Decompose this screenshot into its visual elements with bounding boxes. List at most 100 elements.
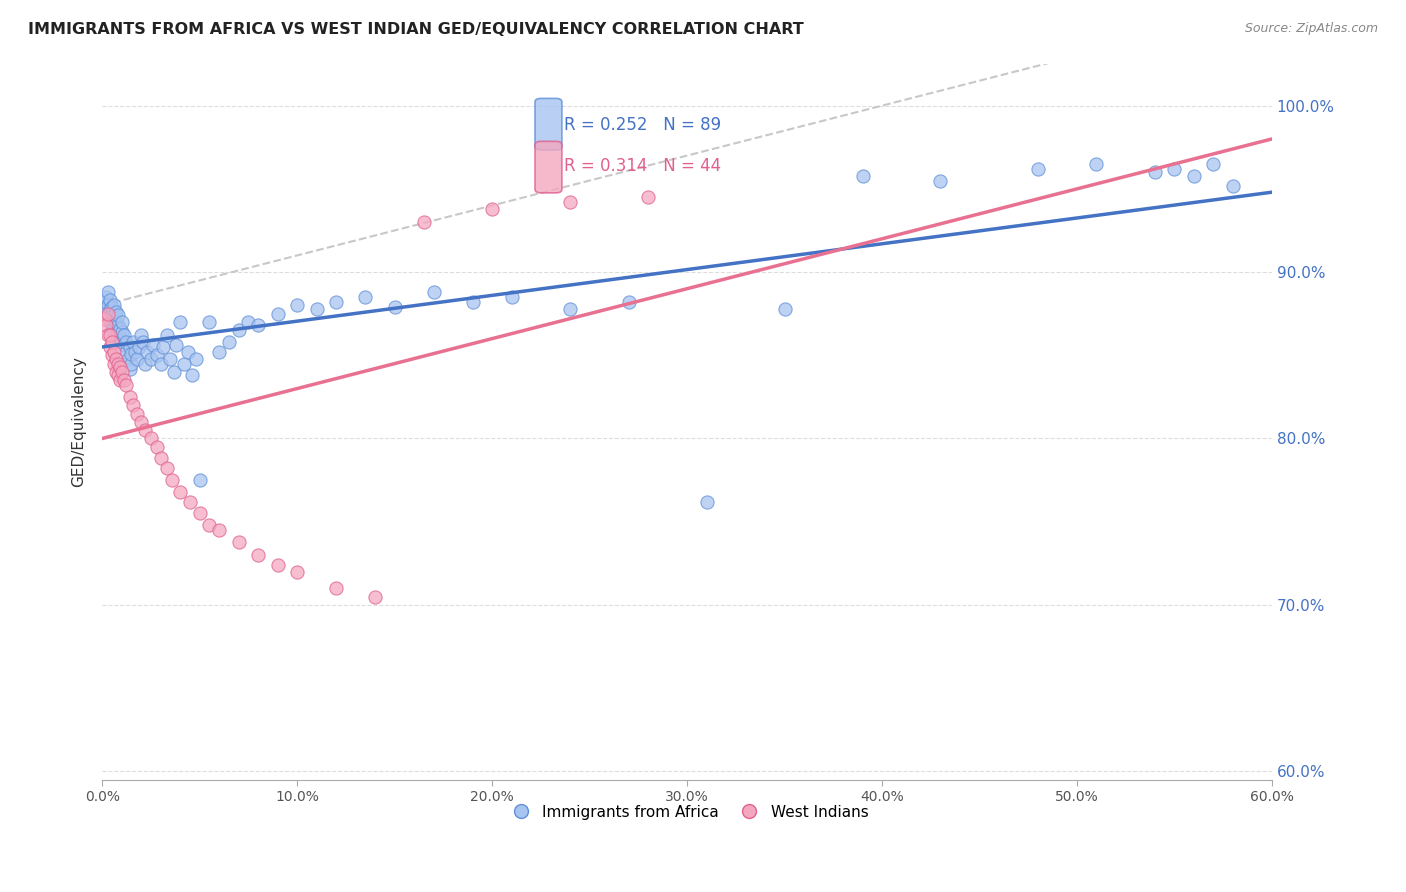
Point	[155, 461, 177, 475]
Point	[208, 345, 231, 359]
Point	[558, 301, 581, 316]
Point	[111, 315, 134, 329]
Point	[929, 173, 952, 187]
Point	[132, 334, 155, 349]
Point	[146, 440, 169, 454]
Point	[97, 307, 120, 321]
Point	[103, 345, 125, 359]
Point	[188, 473, 211, 487]
Point	[285, 298, 308, 312]
Point	[98, 293, 121, 308]
Point	[422, 285, 444, 299]
Point	[101, 307, 124, 321]
Point	[1143, 165, 1166, 179]
Point	[325, 581, 347, 595]
Point	[146, 348, 169, 362]
Point	[98, 328, 121, 343]
Point	[107, 328, 129, 343]
Point	[247, 318, 270, 333]
Point	[180, 368, 202, 383]
Point	[179, 494, 201, 508]
Point	[98, 311, 121, 326]
Point	[1163, 161, 1185, 176]
Point	[238, 315, 260, 329]
Point	[97, 328, 120, 343]
Point	[104, 323, 127, 337]
Point	[136, 345, 159, 359]
Point	[98, 301, 121, 316]
Point	[198, 315, 221, 329]
FancyBboxPatch shape	[536, 98, 562, 150]
Point	[169, 315, 191, 329]
Point	[851, 169, 873, 183]
Point	[1085, 157, 1108, 171]
Point	[266, 558, 288, 572]
Point	[118, 340, 141, 354]
Point	[1182, 169, 1205, 183]
Point	[101, 334, 124, 349]
Point	[134, 357, 156, 371]
Point	[208, 523, 231, 537]
Point	[107, 309, 129, 323]
Point	[169, 484, 191, 499]
Point	[149, 357, 172, 371]
Point	[108, 332, 131, 346]
Point	[103, 298, 125, 312]
Point	[112, 338, 135, 352]
Point	[97, 298, 120, 312]
Point	[461, 295, 484, 310]
Point	[97, 285, 120, 299]
Point	[501, 290, 523, 304]
Point	[117, 351, 139, 366]
Point	[120, 346, 142, 360]
Point	[165, 338, 187, 352]
Point	[104, 365, 127, 379]
Point	[108, 359, 131, 374]
Point	[107, 368, 129, 383]
Point	[162, 473, 184, 487]
Point	[247, 548, 270, 562]
Point	[384, 300, 406, 314]
Point	[285, 565, 308, 579]
Point	[118, 361, 141, 376]
Point	[184, 351, 207, 366]
Point	[98, 315, 121, 329]
Point	[111, 334, 134, 349]
Point	[112, 373, 135, 387]
Point	[128, 340, 150, 354]
Point	[94, 318, 117, 333]
Point	[114, 334, 136, 349]
Point	[112, 328, 135, 343]
Point	[1202, 157, 1225, 171]
Point	[159, 351, 181, 366]
Point	[103, 311, 125, 326]
Point	[1026, 161, 1049, 176]
Point	[152, 340, 174, 354]
Point	[305, 301, 328, 316]
Point	[103, 357, 125, 371]
Point	[94, 301, 117, 316]
Point	[127, 351, 149, 366]
Point	[124, 345, 146, 359]
Point	[177, 345, 200, 359]
Point	[108, 321, 131, 335]
Point	[104, 305, 127, 319]
Point	[773, 301, 796, 316]
Point	[266, 307, 288, 321]
Point	[228, 534, 250, 549]
Point	[114, 345, 136, 359]
Point	[122, 398, 145, 412]
Y-axis label: GED/Equivalency: GED/Equivalency	[72, 357, 86, 487]
FancyBboxPatch shape	[536, 141, 562, 193]
Point	[412, 215, 434, 229]
Point	[228, 323, 250, 337]
Point	[198, 518, 221, 533]
Text: IMMIGRANTS FROM AFRICA VS WEST INDIAN GED/EQUIVALENCY CORRELATION CHART: IMMIGRANTS FROM AFRICA VS WEST INDIAN GE…	[28, 22, 804, 37]
Point	[108, 373, 131, 387]
Point	[188, 507, 211, 521]
Point	[1222, 178, 1244, 193]
Point	[93, 295, 115, 310]
Point	[364, 590, 387, 604]
Point	[325, 295, 347, 310]
Point	[94, 290, 117, 304]
